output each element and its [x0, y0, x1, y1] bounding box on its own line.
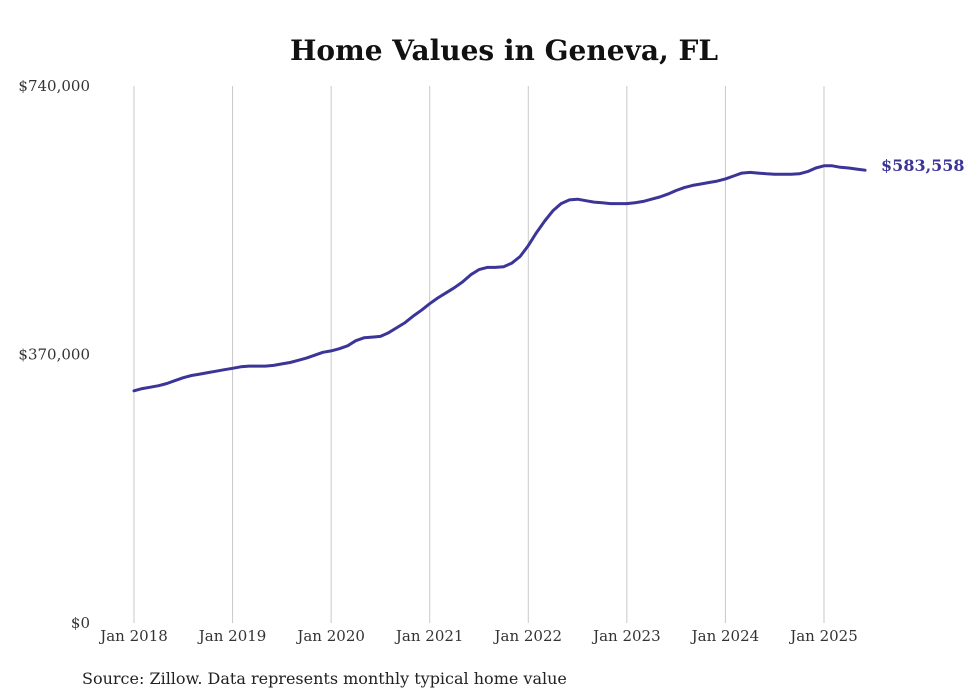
chart-title: Home Values in Geneva, FL: [290, 34, 718, 67]
x-tick-label: Jan 2019: [197, 627, 267, 645]
vertical-gridlines: [133, 86, 825, 623]
y-tick-label: $370,000: [18, 346, 90, 364]
y-tick-label: $740,000: [18, 77, 90, 95]
x-tick-label: Jan 2020: [295, 627, 365, 645]
y-tick-label: $0: [71, 614, 90, 632]
x-tick-label: Jan 2023: [591, 627, 661, 645]
x-tick-label: Jan 2021: [394, 627, 464, 645]
latest-value-label: $583,558: [881, 156, 965, 175]
x-tick-label: Jan 2024: [690, 627, 760, 645]
x-tick-label: Jan 2018: [98, 627, 168, 645]
x-tick-label: Jan 2025: [788, 627, 858, 645]
y-axis-tick-labels: $0 $370,000 $740,000: [18, 77, 90, 632]
home-value-line: [132, 164, 867, 393]
x-axis-tick-labels: Jan 2018 Jan 2019 Jan 2020 Jan 2021 Jan 2022…: [98, 627, 858, 645]
source-note: Source: Zillow. Data represents monthly …: [82, 669, 567, 688]
x-tick-label: Jan 2022: [492, 627, 562, 645]
